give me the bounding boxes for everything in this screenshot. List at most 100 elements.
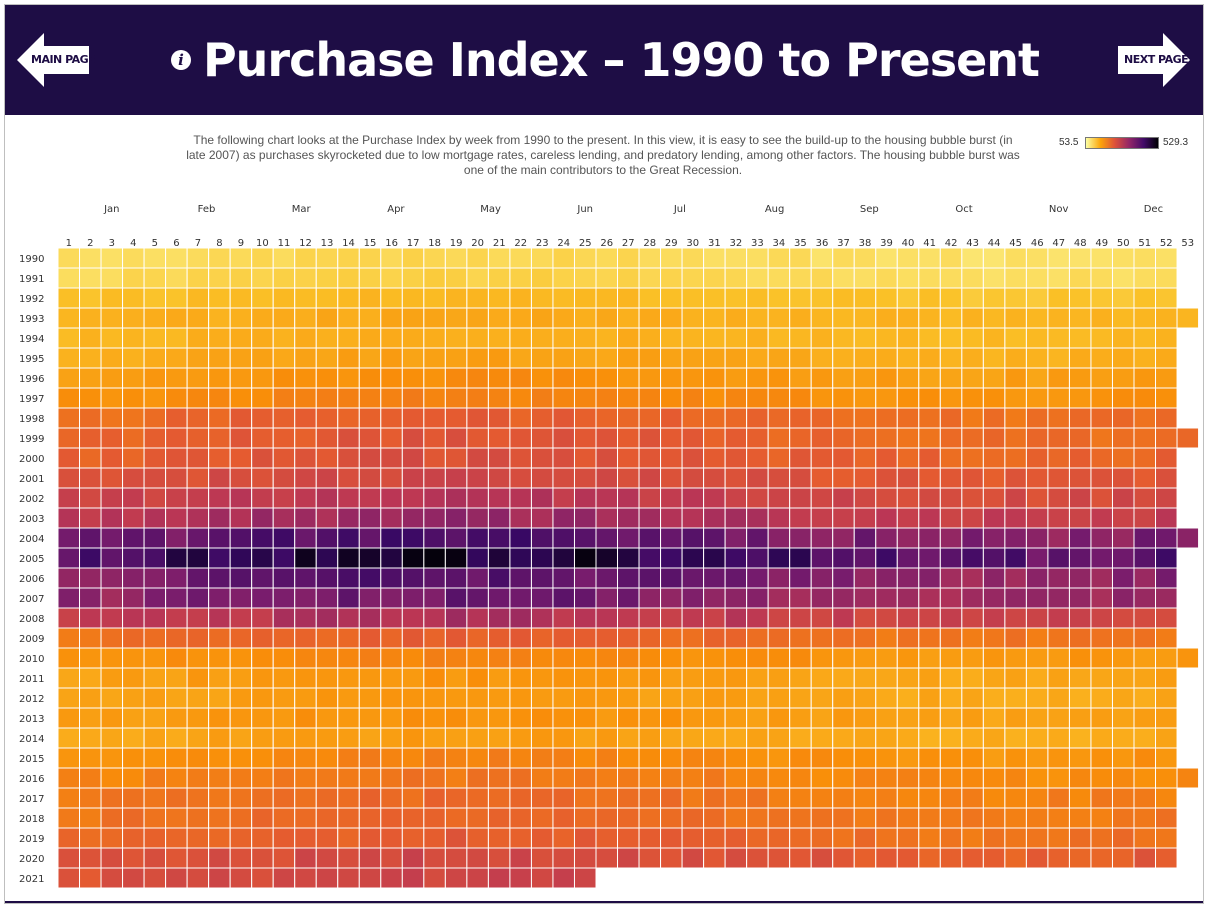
heatmap-cell[interactable] (337, 607, 360, 629)
heatmap-cell[interactable] (272, 627, 296, 649)
heatmap-cell[interactable] (294, 747, 317, 769)
heatmap-cell[interactable] (939, 427, 963, 449)
heatmap-cell[interactable] (638, 547, 662, 569)
heatmap-cell[interactable] (509, 547, 532, 569)
heatmap-cell[interactable] (79, 707, 102, 729)
heatmap-cell[interactable] (767, 767, 791, 789)
heatmap-cell[interactable] (1155, 647, 1178, 669)
heatmap-cell[interactable] (724, 827, 748, 849)
heatmap-cell[interactable] (552, 387, 575, 409)
heatmap-cell[interactable] (746, 287, 769, 309)
heatmap-cell[interactable] (853, 667, 877, 689)
heatmap-cell[interactable] (1133, 347, 1157, 369)
heatmap-cell[interactable] (832, 787, 855, 809)
heatmap-cell[interactable] (57, 607, 81, 629)
heatmap-cell[interactable] (1133, 447, 1157, 469)
heatmap-cell[interactable] (573, 427, 597, 449)
heatmap-cell[interactable] (724, 787, 748, 809)
heatmap-cell[interactable] (789, 267, 812, 289)
heatmap-cell[interactable] (1025, 327, 1049, 349)
heatmap-cell[interactable] (896, 707, 920, 729)
heatmap-cell[interactable] (423, 667, 446, 689)
heatmap-cell[interactable] (1133, 727, 1157, 749)
heatmap-cell[interactable] (703, 487, 726, 509)
heatmap-cell[interactable] (746, 507, 769, 529)
heatmap-cell[interactable] (337, 687, 360, 709)
heatmap-cell[interactable] (982, 347, 1006, 369)
heatmap-cell[interactable] (337, 707, 360, 729)
heatmap-cell[interactable] (746, 667, 769, 689)
heatmap-cell[interactable] (660, 287, 683, 309)
heatmap-cell[interactable] (401, 567, 425, 589)
heatmap-cell[interactable] (186, 687, 210, 709)
heatmap-cell[interactable] (530, 307, 554, 329)
heatmap-cell[interactable] (681, 467, 705, 489)
heatmap-cell[interactable] (1025, 527, 1049, 549)
heatmap-cell[interactable] (1025, 567, 1049, 589)
heatmap-cell[interactable] (358, 567, 382, 589)
heatmap-cell[interactable] (832, 267, 855, 289)
heatmap-cell[interactable] (1155, 767, 1178, 789)
heatmap-cell[interactable] (337, 347, 360, 369)
heatmap-cell[interactable] (487, 707, 511, 729)
heatmap-cell[interactable] (1047, 507, 1070, 529)
heatmap-cell[interactable] (100, 727, 124, 749)
heatmap-cell[interactable] (186, 387, 210, 409)
heatmap-cell[interactable] (939, 407, 963, 429)
heatmap-cell[interactable] (487, 367, 511, 389)
heatmap-cell[interactable] (315, 687, 339, 709)
heatmap-cell[interactable] (100, 687, 124, 709)
heatmap-cell[interactable] (251, 667, 274, 689)
heatmap-cell[interactable] (853, 267, 877, 289)
heatmap-cell[interactable] (552, 567, 575, 589)
heatmap-cell[interactable] (208, 427, 231, 449)
heatmap-cell[interactable] (1155, 627, 1178, 649)
heatmap-cell[interactable] (380, 287, 403, 309)
heatmap-cell[interactable] (1004, 307, 1027, 329)
heatmap-cell[interactable] (875, 687, 898, 709)
heatmap-cell[interactable] (186, 567, 210, 589)
heatmap-cell[interactable] (767, 627, 791, 649)
heatmap-cell[interactable] (552, 827, 575, 849)
heatmap-cell[interactable] (681, 307, 705, 329)
heatmap-cell[interactable] (1133, 507, 1157, 529)
heatmap-cell[interactable] (961, 327, 984, 349)
heatmap-cell[interactable] (1068, 767, 1092, 789)
heatmap-cell[interactable] (122, 687, 145, 709)
heatmap-cell[interactable] (703, 327, 726, 349)
heatmap-cell[interactable] (79, 567, 102, 589)
heatmap-cell[interactable] (423, 267, 446, 289)
heatmap-cell[interactable] (315, 587, 339, 609)
heatmap-cell[interactable] (1133, 647, 1157, 669)
heatmap-cell[interactable] (681, 647, 705, 669)
heatmap-cell[interactable] (1133, 587, 1157, 609)
heatmap-cell[interactable] (638, 707, 662, 729)
heatmap-cell[interactable] (724, 727, 748, 749)
heatmap-cell[interactable] (832, 667, 855, 689)
heatmap-cell[interactable] (638, 747, 662, 769)
heatmap-cell[interactable] (724, 427, 748, 449)
heatmap-cell[interactable] (961, 587, 984, 609)
heatmap-cell[interactable] (939, 567, 963, 589)
heatmap-cell[interactable] (961, 367, 984, 389)
heatmap-cell[interactable] (724, 487, 748, 509)
heatmap-cell[interactable] (617, 307, 640, 329)
heatmap-cell[interactable] (982, 487, 1006, 509)
heatmap-cell[interactable] (444, 527, 468, 549)
heatmap-cell[interactable] (401, 467, 425, 489)
heatmap-cell[interactable] (896, 287, 920, 309)
heatmap-cell[interactable] (660, 427, 683, 449)
heatmap-cell[interactable] (272, 487, 296, 509)
heatmap-cell[interactable] (251, 547, 274, 569)
heatmap-cell[interactable] (122, 547, 145, 569)
heatmap-cell[interactable] (337, 867, 360, 889)
heatmap-cell[interactable] (1025, 487, 1049, 509)
heatmap-cell[interactable] (358, 447, 382, 469)
heatmap-cell[interactable] (294, 507, 317, 529)
heatmap-cell[interactable] (896, 387, 920, 409)
heatmap-cell[interactable] (208, 327, 231, 349)
heatmap-cell[interactable] (1047, 347, 1070, 369)
heatmap-cell[interactable] (337, 387, 360, 409)
heatmap-cell[interactable] (767, 787, 791, 809)
heatmap-cell[interactable] (939, 467, 963, 489)
